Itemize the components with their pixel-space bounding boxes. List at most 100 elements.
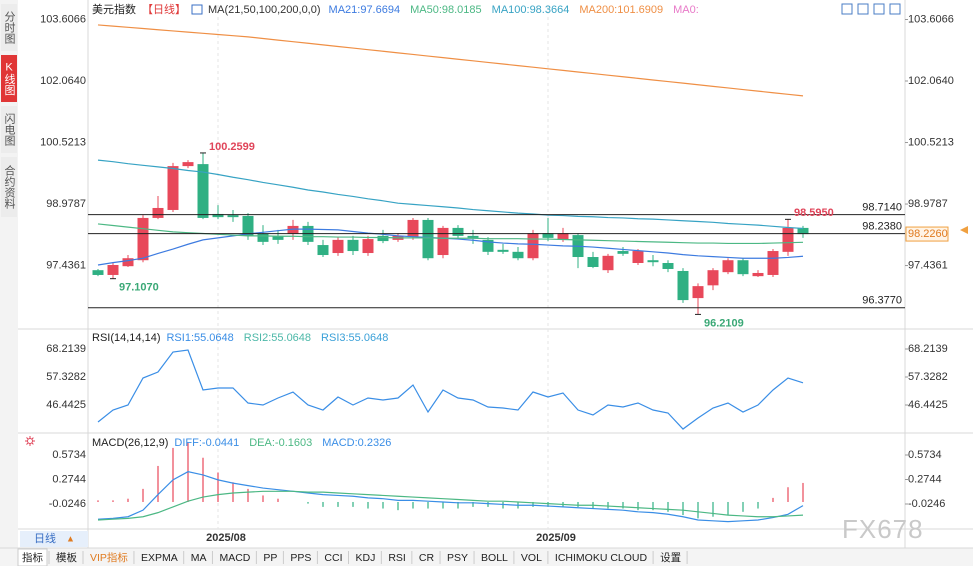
level-label: 96.3770 [862, 295, 902, 307]
toolbar-item[interactable]: KDJ [356, 552, 376, 564]
candle-body [212, 213, 224, 218]
side-tab[interactable] [1, 106, 17, 153]
candle-body [347, 239, 359, 252]
candle-body [167, 166, 179, 210]
y-tick-label: 102.0640 [40, 75, 86, 87]
toolbar-item[interactable]: RSI [388, 552, 406, 564]
period-label[interactable]: 日线 [34, 531, 56, 545]
icon[interactable] [889, 3, 901, 15]
candle-body [122, 258, 134, 267]
icon[interactable] [873, 3, 885, 15]
candle-body [512, 251, 524, 259]
candle-body [767, 251, 779, 275]
y-tick-label: 103.6066 [40, 13, 86, 25]
side-tab-label[interactable]: K线图 [3, 62, 16, 97]
side-tab-label[interactable]: 分时图 [3, 11, 16, 45]
toolbar-active [17, 548, 48, 566]
toolbar-item[interactable]: CR [419, 552, 435, 564]
legend-item: MA50:98.0185 [410, 4, 482, 16]
candle-body [452, 227, 464, 236]
level-label: 98.2380 [862, 220, 902, 232]
candle-body [467, 235, 479, 238]
toolbar-item[interactable]: PP [263, 552, 277, 564]
y-tick-label: 57.3282 [908, 371, 948, 383]
legend-item: MA200:101.6909 [579, 4, 663, 16]
candle-body [752, 272, 764, 277]
indicator-line [97, 471, 804, 523]
legend-item: RSI2:55.0648 [244, 332, 311, 344]
period-button[interactable] [20, 531, 88, 547]
x-tick-label: 2025/08 [206, 532, 246, 544]
legend-item: RSI(14,14,14) [92, 332, 160, 344]
y-tick-label: 0.2744 [52, 473, 86, 485]
side-tab[interactable] [1, 4, 17, 51]
annotation-label: 96.2109 [704, 317, 744, 329]
icon[interactable] [841, 3, 853, 15]
legend-item: MACD(26,12,9) [92, 437, 168, 449]
legend-item: MACD:0.2326 [322, 437, 391, 449]
toolbar-item[interactable]: PSY [447, 552, 468, 564]
candle-body [317, 245, 329, 256]
toolbar-item[interactable]: 设置 [660, 552, 681, 564]
indicator-line [97, 349, 804, 430]
y-tick-label: 46.4425 [46, 399, 86, 411]
y-tick-label: 46.4425 [908, 399, 948, 411]
y-tick-label: 0.2744 [908, 473, 942, 485]
candle-body [197, 164, 209, 218]
macd-settings-icon[interactable] [25, 436, 35, 446]
y-tick-label: 98.9787 [908, 198, 948, 210]
candle-body [602, 255, 614, 271]
side-tab[interactable] [1, 55, 17, 102]
candle-body [422, 219, 434, 259]
legend-item: DIFF:-0.0441 [174, 437, 239, 449]
y-tick-label: 0.5734 [908, 449, 942, 461]
candle-body [677, 270, 689, 301]
ma-line [97, 223, 804, 245]
toolbar-item[interactable]: MA [191, 552, 207, 564]
toolbar-item[interactable]: EXPMA [141, 552, 178, 564]
candle-body [152, 207, 164, 218]
candle-body [482, 239, 494, 252]
annotation-label: 100.2599 [209, 141, 255, 153]
candle-body [542, 233, 554, 238]
side-tab-label[interactable]: 闪电图 [3, 112, 16, 147]
candle-body [587, 257, 599, 267]
side-tab-label[interactable]: 合约资料 [3, 164, 16, 210]
candle-body [272, 235, 284, 240]
legend-item: 【日线】 [142, 2, 186, 16]
side-tab[interactable] [1, 157, 17, 217]
candle-body [557, 233, 569, 240]
x-tick-label: 2025/09 [536, 532, 576, 544]
y-tick-label: 68.2139 [46, 343, 86, 355]
candle-body [737, 260, 749, 275]
y-tick-label: 0.5734 [52, 449, 86, 461]
toolbar-item[interactable]: ICHIMOKU CLOUD [555, 552, 648, 564]
toolbar-item[interactable]: VOL [521, 552, 542, 564]
last-price-box [905, 226, 949, 242]
toolbar-item[interactable]: PPS [290, 552, 311, 564]
indicator-line [97, 490, 804, 521]
toolbar-item[interactable]: VIP指标 [90, 551, 128, 564]
candle-body [722, 260, 734, 273]
y-tick-label: 98.9787 [46, 198, 86, 210]
candle-body [257, 233, 269, 242]
ma-icon [191, 4, 203, 15]
legend-item: MA100:98.3664 [492, 4, 570, 16]
candle-body [707, 270, 719, 286]
legend-item: RSI3:55.0648 [321, 332, 388, 344]
period-arrow[interactable]: ▲ [66, 533, 75, 543]
y-tick-label: 68.2139 [908, 343, 948, 355]
level-label: 98.7140 [862, 201, 902, 213]
candle-body [362, 239, 374, 254]
candle-body [617, 251, 629, 254]
toolbar-item[interactable]: 指标 [22, 551, 43, 564]
toolbar-item[interactable]: 模板 [56, 551, 77, 564]
toolbar-item[interactable]: MACD [219, 552, 250, 564]
candle-body [242, 215, 254, 236]
annotation-label: 98.5950 [794, 207, 834, 219]
y-tick-label: 57.3282 [46, 371, 86, 383]
toolbar-item[interactable]: CCI [324, 552, 342, 564]
icon[interactable] [857, 3, 869, 15]
toolbar-item[interactable]: BOLL [481, 552, 508, 564]
y-tick-label: 97.4361 [46, 259, 86, 271]
